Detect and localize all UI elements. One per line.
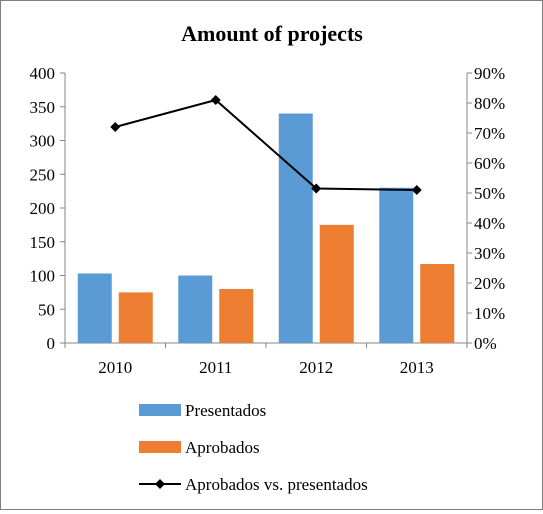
x-tick-label: 2011: [199, 358, 232, 377]
right-tick-label: 60%: [474, 154, 505, 173]
left-tick-label: 150: [30, 233, 56, 252]
bar-presentados: [278, 113, 313, 343]
x-tick-label: 2012: [299, 358, 333, 377]
legend-label: Aprobados vs. presentados: [185, 475, 368, 494]
legend-marker: [155, 479, 165, 489]
chart-title: Amount of projects: [181, 21, 363, 46]
bar-aprobados: [219, 289, 254, 343]
ratio-line: [110, 95, 422, 195]
bar-presentados: [178, 275, 213, 343]
left-tick-label: 0: [47, 334, 56, 353]
bar-aprobados: [118, 292, 153, 343]
left-tick-label: 400: [30, 64, 56, 83]
axes: 0 50 100 150 200 250 300 350 400 0% 10% 20% 30% 40% 50…: [30, 64, 506, 377]
left-tick-label: 200: [30, 199, 56, 218]
left-tick-label: 300: [30, 132, 56, 151]
line-point: [411, 185, 422, 195]
left-tick-label: 350: [30, 98, 56, 117]
line-point: [311, 183, 322, 194]
legend-swatch: [139, 441, 181, 453]
bars: [77, 113, 455, 343]
bar-presentados: [379, 187, 414, 343]
right-tick-label: 20%: [474, 274, 505, 293]
right-tick-label: 80%: [474, 94, 505, 113]
legend-label: Aprobados: [185, 438, 260, 457]
line-point: [210, 95, 221, 105]
x-tick-label: 2013: [400, 358, 434, 377]
line-path: [114, 98, 417, 191]
legend: Presentados Aprobados Aprobados vs. presen…: [139, 401, 368, 494]
right-tick-label: 50%: [474, 184, 505, 203]
bar-aprobados: [319, 224, 354, 343]
right-tick-label: 70%: [474, 124, 505, 143]
right-tick-label: 90%: [474, 64, 505, 83]
legend-swatch: [139, 404, 181, 416]
left-tick-label: 100: [30, 267, 56, 286]
bar-presentados: [77, 273, 112, 343]
right-tick-label: 0%: [474, 334, 497, 353]
bar-aprobados: [420, 264, 455, 343]
left-tick-label: 50: [38, 300, 55, 319]
legend-label: Presentados: [185, 401, 266, 420]
right-tick-label: 30%: [474, 244, 505, 263]
right-tick-label: 10%: [474, 304, 505, 323]
right-tick-label: 40%: [474, 214, 505, 233]
line-point: [110, 122, 121, 132]
x-tick-label: 2010: [98, 358, 132, 377]
left-tick-label: 250: [30, 165, 56, 184]
